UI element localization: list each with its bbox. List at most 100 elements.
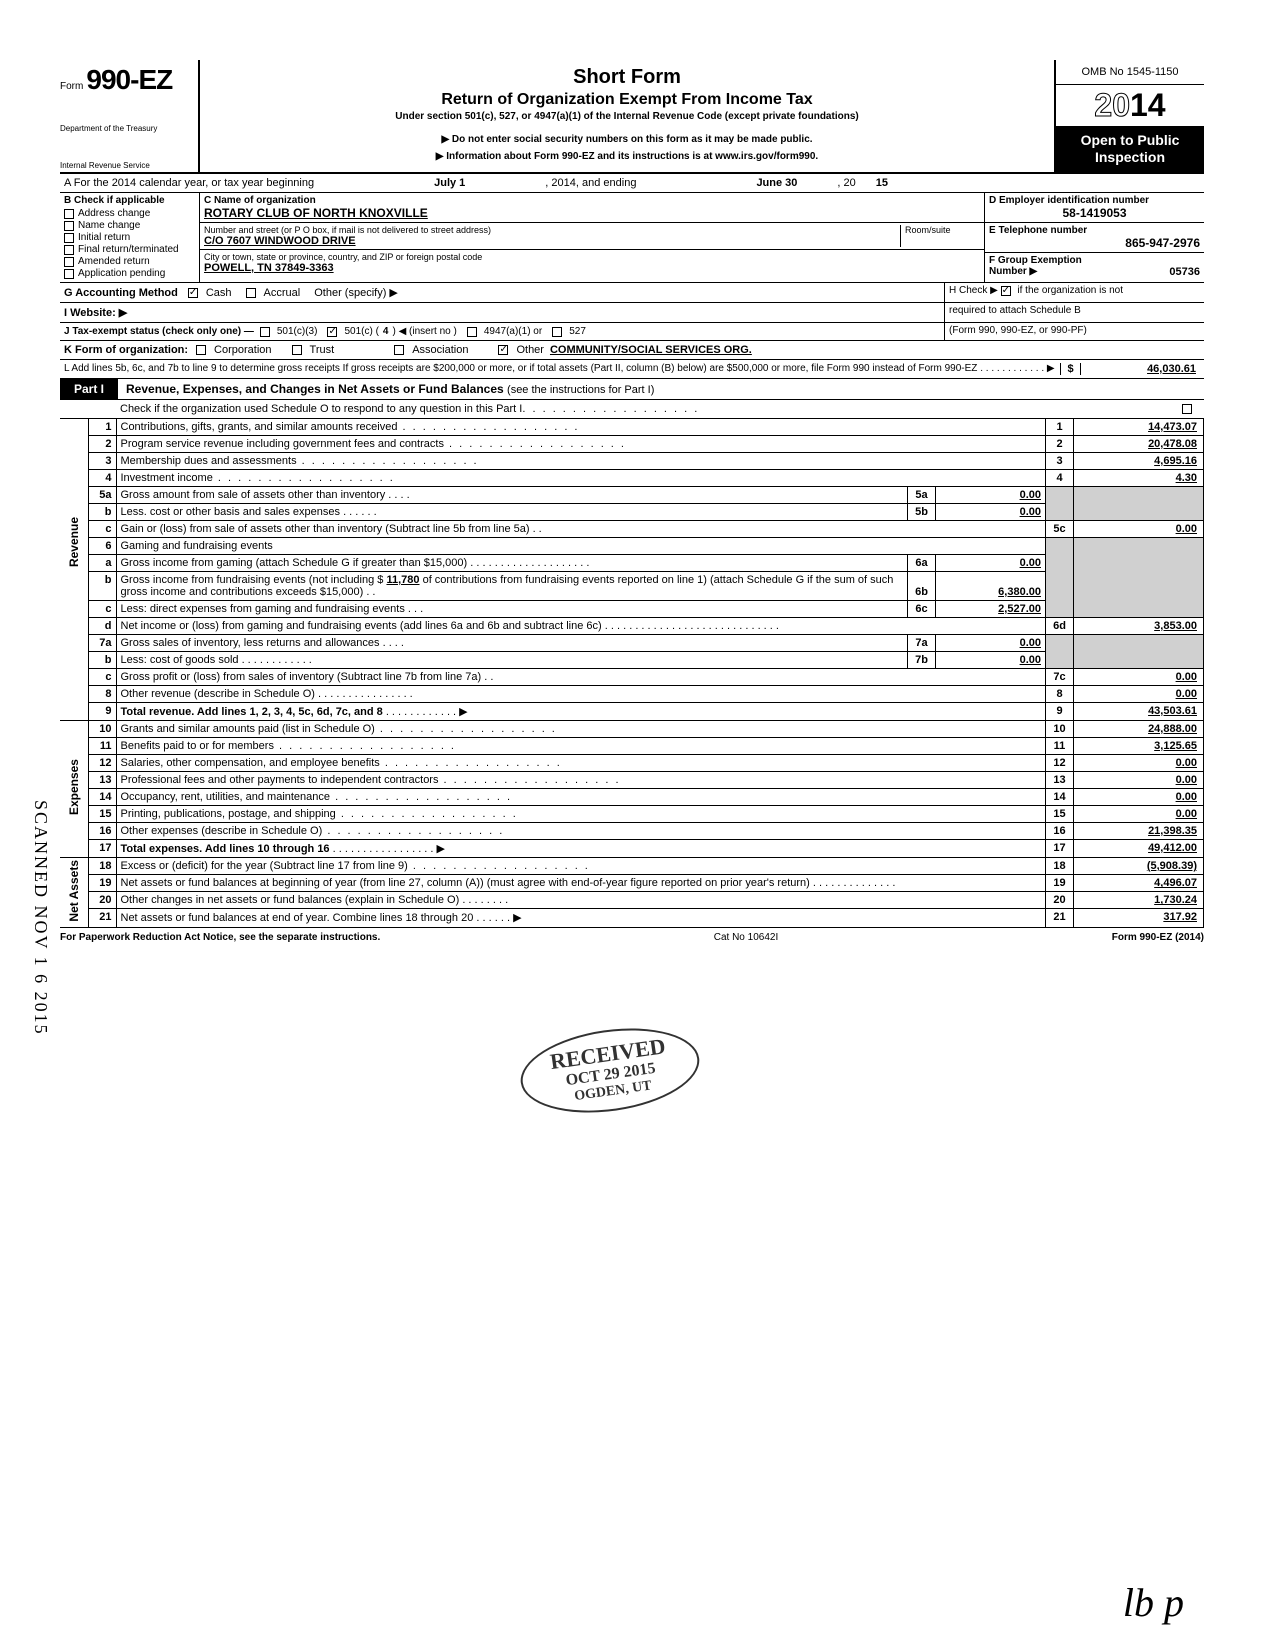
- line-g-accounting: G Accounting Method Cash Accrual Other (…: [60, 283, 944, 302]
- cb-amended-return[interactable]: Amended return: [64, 256, 195, 267]
- line19-amount: 4,496.07: [1074, 875, 1204, 892]
- cb-final-return[interactable]: Final return/terminated: [64, 244, 195, 255]
- cb-name-change[interactable]: Name change: [64, 220, 195, 231]
- line8-amount: 0.00: [1074, 686, 1204, 703]
- line5b-amount: 0.00: [936, 504, 1046, 521]
- form-990ez-page: Form 990-EZ Department of the Treasury I…: [60, 60, 1204, 947]
- org-address: C/O 7607 WINDWOOD DRIVE: [204, 235, 900, 247]
- org-city-row: City or town, state or province, country…: [200, 250, 984, 276]
- line-j-tax-status: J Tax-exempt status (check only one) — 5…: [60, 323, 944, 340]
- header-middle: Short Form Return of Organization Exempt…: [200, 60, 1054, 172]
- form-prefix: Form: [60, 81, 83, 92]
- line5c-amount: 0.00: [1074, 521, 1204, 538]
- tax-year: 2014: [1056, 85, 1204, 126]
- revenue-label: Revenue: [67, 517, 81, 567]
- subtitle: Under section 501(c), 527, or 4947(a)(1)…: [208, 111, 1046, 122]
- line9-amount: 43,503.61: [1074, 703, 1204, 721]
- form-header: Form 990-EZ Department of the Treasury I…: [60, 60, 1204, 174]
- line5a-amount: 0.00: [936, 487, 1046, 504]
- line15-amount: 0.00: [1074, 806, 1204, 823]
- cb-schedule-b[interactable]: [1001, 286, 1011, 296]
- cb-501c3[interactable]: [260, 327, 270, 337]
- line14-amount: 0.00: [1074, 789, 1204, 806]
- section-c: C Name of organization ROTARY CLUB OF NO…: [200, 193, 984, 282]
- received-stamp: RECEIVED OCT 29 2015 OGDEN, UT: [515, 1018, 705, 1123]
- line17-amount: 49,412.00: [1074, 840, 1204, 858]
- part1-schedule-o-check: Check if the organization used Schedule …: [60, 400, 1204, 419]
- line7a-amount: 0.00: [936, 635, 1046, 652]
- ssn-notice: ▶ Do not enter social security numbers o…: [208, 134, 1046, 145]
- line6c-amount: 2,527.00: [936, 601, 1046, 618]
- form-number: 990-EZ: [86, 64, 172, 95]
- dept-treasury: Department of the Treasury: [60, 124, 192, 133]
- header-right: OMB No 1545-1150 2014 Open to Public Ins…: [1054, 60, 1204, 172]
- line-h-cont: required to attach Schedule B: [944, 303, 1204, 322]
- line16-amount: 21,398.35: [1074, 823, 1204, 840]
- omb-number: OMB No 1545-1150: [1056, 60, 1204, 85]
- line10-amount: 24,888.00: [1074, 721, 1204, 738]
- gross-receipts-amount: 46,030.61: [1080, 363, 1200, 375]
- section-bcdef: B Check if applicable Address change Nam…: [60, 193, 1204, 283]
- line-a-tax-year: A For the 2014 calendar year, or tax yea…: [60, 174, 1204, 193]
- org-name: ROTARY CLUB OF NORTH KNOXVILLE: [204, 206, 980, 220]
- cb-schedule-o[interactable]: [1182, 404, 1192, 414]
- line7c-amount: 0.00: [1074, 669, 1204, 686]
- section-b-header: B Check if applicable: [64, 195, 195, 206]
- section-def: D Employer identification number 58-1419…: [984, 193, 1204, 282]
- cb-association[interactable]: [394, 345, 404, 355]
- cb-527[interactable]: [552, 327, 562, 337]
- scanned-stamp: SCANNED NOV 1 6 2015: [30, 800, 51, 1036]
- footer-cat: Cat No 10642I: [714, 932, 779, 943]
- section-d-ein: D Employer identification number 58-1419…: [985, 193, 1204, 223]
- netassets-label: Net Assets: [67, 860, 81, 922]
- cb-address-change[interactable]: Address change: [64, 208, 195, 219]
- open-public-badge: Open to Public Inspection: [1056, 126, 1204, 172]
- line-k-org-form: K Form of organization: Corporation Trus…: [60, 341, 1204, 360]
- cb-accrual[interactable]: [246, 288, 256, 298]
- info-notice: ▶ Information about Form 990-EZ and its …: [208, 151, 1046, 162]
- line-i-website: I Website: ▶: [60, 303, 944, 322]
- part1-table: Revenue 1 Contributions, gifts, grants, …: [60, 419, 1204, 928]
- initials: lb p: [1123, 1579, 1184, 1626]
- cb-cash[interactable]: [188, 288, 198, 298]
- ein-value: 58-1419053: [989, 206, 1200, 220]
- line11-amount: 3,125.65: [1074, 738, 1204, 755]
- section-b: B Check if applicable Address change Nam…: [60, 193, 200, 282]
- footer-paperwork: For Paperwork Reduction Act Notice, see …: [60, 932, 380, 943]
- line6b-contrib: 11,780: [386, 574, 419, 586]
- line-l-gross-receipts: L Add lines 5b, 6c, and 7b to line 9 to …: [60, 360, 1204, 379]
- line-h-schedule-b: H Check ▶ if the organization is not: [944, 283, 1204, 302]
- line6d-amount: 3,853.00: [1074, 618, 1204, 635]
- cb-application-pending[interactable]: Application pending: [64, 268, 195, 279]
- line7b-amount: 0.00: [936, 652, 1046, 669]
- short-form-title: Short Form: [208, 66, 1046, 89]
- cb-corporation[interactable]: [196, 345, 206, 355]
- section-f-group: F Group Exemption Number ▶05736: [985, 253, 1204, 280]
- dept-irs: Internal Revenue Service: [60, 161, 192, 170]
- line6b-amount: 6,380.00: [936, 572, 1046, 601]
- line12-amount: 0.00: [1074, 755, 1204, 772]
- return-title: Return of Organization Exempt From Incom…: [208, 91, 1046, 109]
- cb-trust[interactable]: [292, 345, 302, 355]
- line18-amount: (5,908.39): [1074, 858, 1204, 875]
- year-outline: 20: [1094, 87, 1130, 123]
- group-exemption-value: 05736: [1169, 266, 1200, 278]
- org-address-row: Number and street (or P O box, if mail i…: [200, 223, 984, 250]
- cb-501c[interactable]: [327, 327, 337, 337]
- part1-header: Part I Revenue, Expenses, and Changes in…: [60, 379, 1204, 400]
- cb-other-org[interactable]: [498, 345, 508, 355]
- other-org-value: COMMUNITY/SOCIAL SERVICES ORG.: [550, 344, 752, 356]
- footer-form: Form 990-EZ (2014): [1112, 932, 1204, 943]
- line4-amount: 4.30: [1074, 470, 1204, 487]
- page-footer: For Paperwork Reduction Act Notice, see …: [60, 928, 1204, 947]
- expenses-label: Expenses: [67, 759, 81, 815]
- cb-4947[interactable]: [467, 327, 477, 337]
- line2-amount: 20,478.08: [1074, 436, 1204, 453]
- year-bold: 14: [1130, 87, 1166, 123]
- line13-amount: 0.00: [1074, 772, 1204, 789]
- line1-amount: 14,473.07: [1074, 419, 1204, 436]
- section-e-telephone: E Telephone number 865-947-2976: [985, 223, 1204, 253]
- header-left: Form 990-EZ Department of the Treasury I…: [60, 60, 200, 172]
- cb-initial-return[interactable]: Initial return: [64, 232, 195, 243]
- org-city: POWELL, TN 37849-3363: [204, 262, 980, 274]
